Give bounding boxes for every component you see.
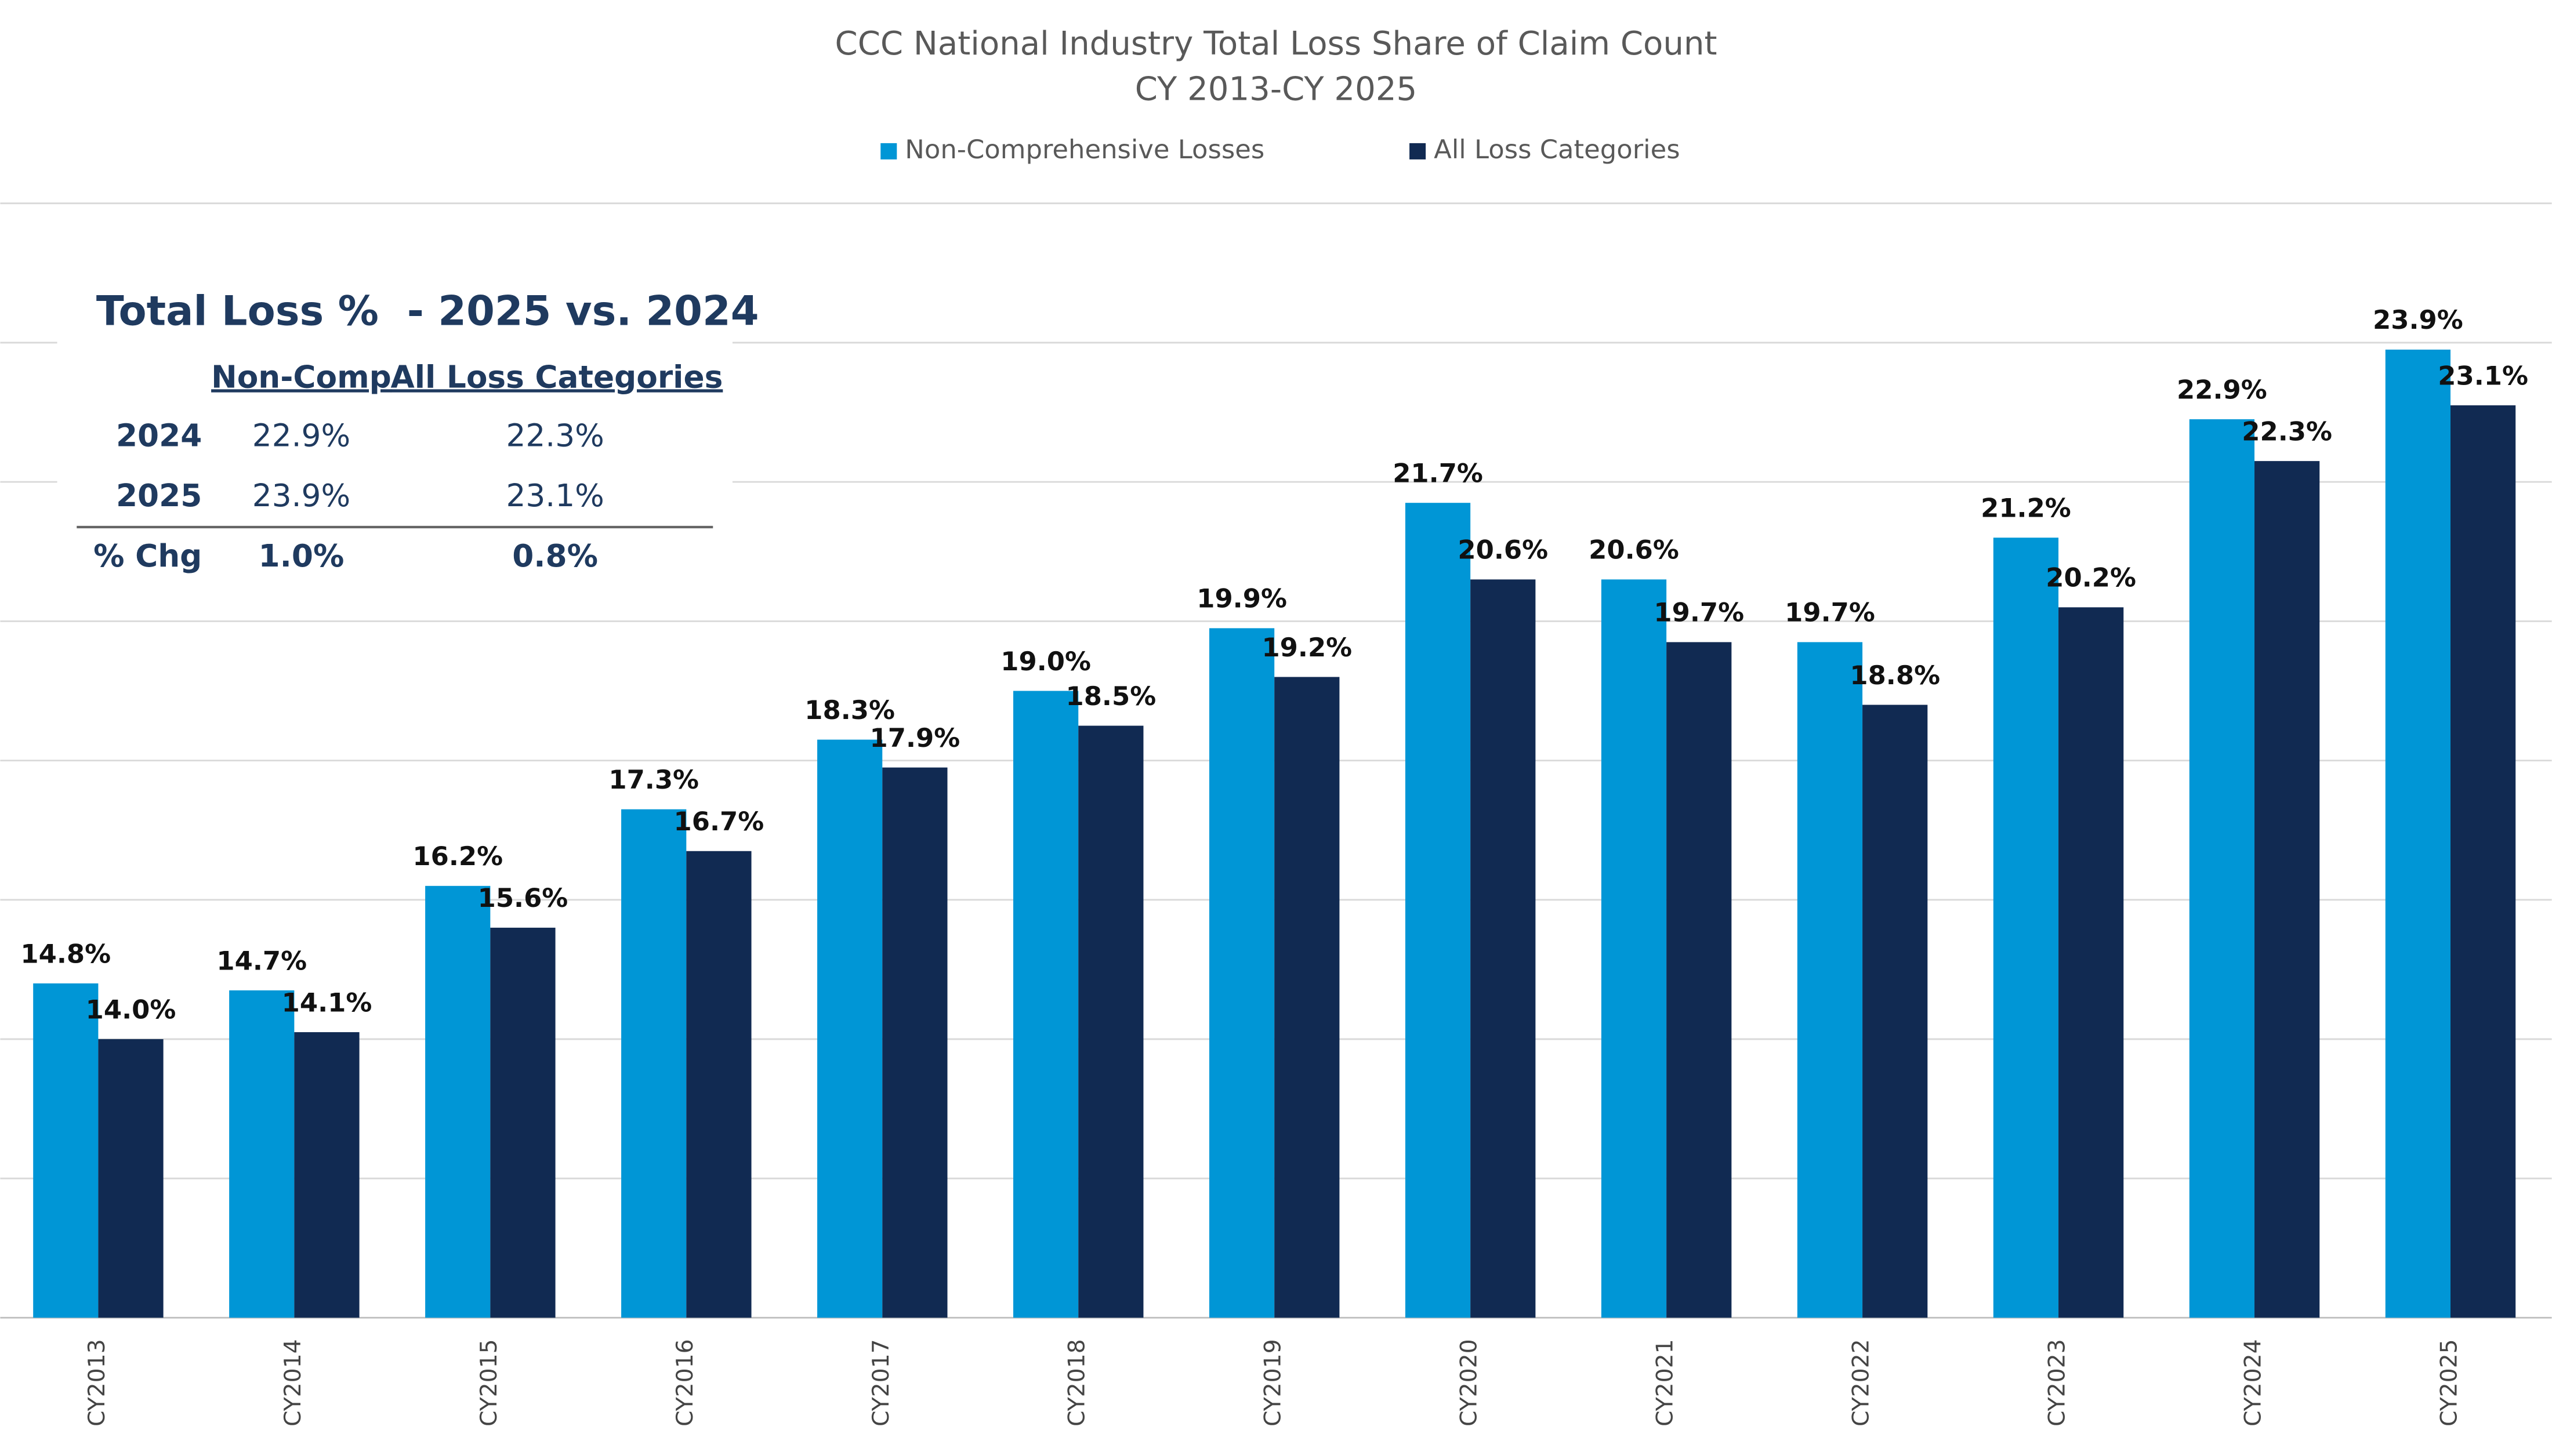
value-label: 21.2% xyxy=(1981,493,2071,524)
x-tick-label: CY2021 xyxy=(1652,1339,1679,1426)
value-label: 23.1% xyxy=(2438,360,2528,391)
legend: Non-Comprehensive Losses All Loss Categor… xyxy=(880,134,1680,165)
value-label: 14.0% xyxy=(86,994,176,1025)
row-label: 2025 xyxy=(116,478,202,514)
value-label: 18.8% xyxy=(1850,660,1940,691)
x-tick-label: CY2017 xyxy=(868,1339,894,1426)
bar xyxy=(686,851,752,1318)
x-tick-label: CY2019 xyxy=(1260,1339,1286,1426)
value-label: 19.0% xyxy=(1000,646,1091,677)
bar xyxy=(621,809,687,1318)
table-cell: 23.9% xyxy=(252,478,350,514)
bar xyxy=(425,885,491,1318)
bar xyxy=(817,739,883,1318)
bar xyxy=(98,1039,164,1318)
value-label: 22.9% xyxy=(2177,374,2267,405)
table-cell: 0.8% xyxy=(512,538,598,574)
value-label: 23.9% xyxy=(2373,304,2463,335)
value-label: 19.7% xyxy=(1654,597,1744,628)
chart-title: CCC National Industry Total Loss Share o… xyxy=(835,25,1717,63)
summary-table: Total Loss % - 2025 vs. 2024 Non-Comp Al… xyxy=(57,268,759,586)
bar xyxy=(229,990,295,1318)
x-tick-label: CY2013 xyxy=(84,1339,110,1426)
x-tick-label: CY2023 xyxy=(2044,1339,2071,1426)
x-tick-label: CY2022 xyxy=(1848,1339,1875,1426)
value-label: 20.6% xyxy=(1589,535,1679,565)
value-label: 14.1% xyxy=(282,987,372,1018)
value-label: 18.3% xyxy=(804,695,895,725)
bar xyxy=(2254,461,2320,1318)
legend-label: All Loss Categories xyxy=(1434,134,1680,165)
value-label: 19.9% xyxy=(1197,583,1287,614)
bar xyxy=(1601,579,1667,1318)
bar xyxy=(33,983,99,1318)
table-background xyxy=(57,268,733,586)
bar xyxy=(2189,419,2255,1318)
legend-label: Non-Comprehensive Losses xyxy=(905,134,1264,165)
table-title: Total Loss % - 2025 vs. 2024 xyxy=(96,288,759,335)
table-cell: 22.3% xyxy=(506,417,604,453)
bar xyxy=(1078,725,1144,1318)
x-tick-label: CY2020 xyxy=(1456,1339,1482,1426)
bar xyxy=(1862,705,1928,1318)
value-label: 22.3% xyxy=(2242,416,2332,446)
x-tick-label: CY2014 xyxy=(280,1339,306,1426)
bar xyxy=(1013,691,1079,1318)
legend-swatch xyxy=(1409,143,1426,159)
x-tick-label: CY2025 xyxy=(2436,1339,2462,1426)
bar xyxy=(2058,607,2124,1318)
bar xyxy=(1666,642,1732,1318)
value-label: 16.7% xyxy=(674,806,764,837)
legend-swatch xyxy=(880,143,897,159)
bar xyxy=(1797,642,1863,1318)
value-label: 20.2% xyxy=(2046,562,2136,593)
value-label: 14.7% xyxy=(216,945,307,976)
value-label: 17.3% xyxy=(608,764,699,795)
x-tick-label: CY2018 xyxy=(1064,1339,1090,1426)
x-tick-label: CY2016 xyxy=(672,1339,698,1426)
value-label: 20.6% xyxy=(1458,535,1548,565)
x-tick-label: CY2024 xyxy=(2241,1339,2267,1426)
bar xyxy=(1405,503,1471,1318)
bar xyxy=(294,1032,360,1318)
value-label: 16.2% xyxy=(412,841,503,872)
value-label: 21.7% xyxy=(1393,458,1483,488)
bar xyxy=(1209,628,1275,1318)
row-label: % Chg xyxy=(93,538,202,574)
value-label: 14.8% xyxy=(20,938,111,969)
table-header: Non-Comp xyxy=(211,359,392,395)
value-label: 19.7% xyxy=(1785,597,1875,628)
value-label: 19.2% xyxy=(1262,632,1352,663)
value-label: 15.6% xyxy=(478,883,568,913)
bar xyxy=(1274,677,1340,1318)
bar xyxy=(2385,349,2450,1318)
bar xyxy=(490,927,556,1318)
chart-subtitle: CY 2013-CY 2025 xyxy=(1135,71,1417,108)
x-tick-label: CY2015 xyxy=(476,1339,502,1426)
value-label: 18.5% xyxy=(1065,681,1156,711)
table-cell: 23.1% xyxy=(506,478,604,514)
bar xyxy=(2450,405,2516,1318)
bar xyxy=(1993,538,2059,1318)
table-header: All Loss Categories xyxy=(391,359,723,395)
plot: 14.8% 14.0% CY2013 14.7% 14.1% CY2014 16.2% 15.… xyxy=(20,304,2528,1426)
table-cell: 1.0% xyxy=(259,538,345,574)
bar xyxy=(882,767,948,1318)
row-label: 2024 xyxy=(116,417,202,453)
bar xyxy=(1470,579,1536,1318)
table-cell: 22.9% xyxy=(252,417,350,453)
value-label: 17.9% xyxy=(870,722,960,753)
